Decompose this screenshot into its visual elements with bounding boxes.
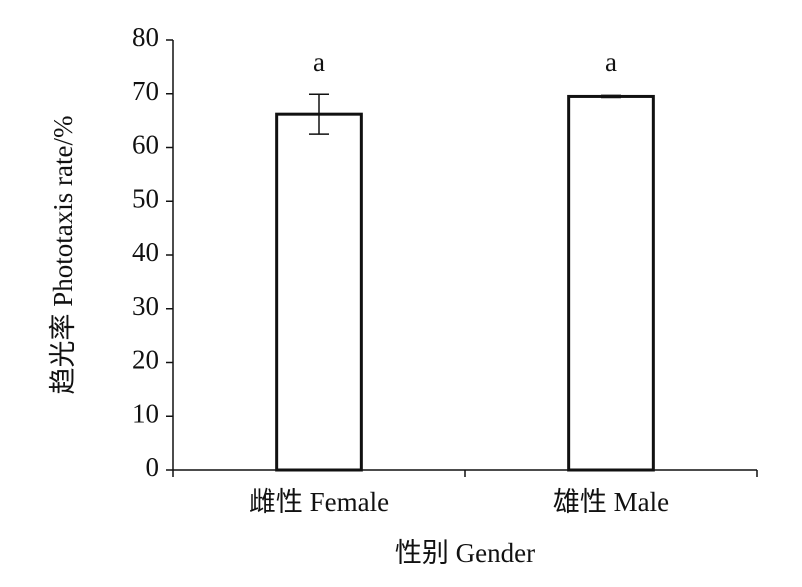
y-tick-label: 0 — [146, 452, 160, 482]
y-tick-label: 20 — [132, 345, 159, 375]
y-tick-label: 40 — [132, 237, 159, 267]
y-tick-label: 50 — [132, 183, 159, 213]
y-axis-label: 趋光率 Phototaxis rate/% — [48, 116, 78, 395]
y-tick-label: 30 — [132, 291, 159, 321]
x-tick-label: 雄性 Male — [553, 487, 669, 517]
y-tick-label: 10 — [132, 398, 159, 428]
y-tick-label: 80 — [132, 22, 159, 52]
x-axis-label: 性别 Gender — [395, 538, 535, 568]
significance-letter: a — [313, 47, 325, 77]
significance-letter: a — [605, 47, 617, 77]
bar — [275, 112, 363, 472]
y-tick-label: 60 — [132, 130, 159, 160]
bar — [567, 94, 655, 472]
y-tick-label: 70 — [132, 76, 159, 106]
x-tick-label: 雌性 Female — [249, 487, 389, 517]
